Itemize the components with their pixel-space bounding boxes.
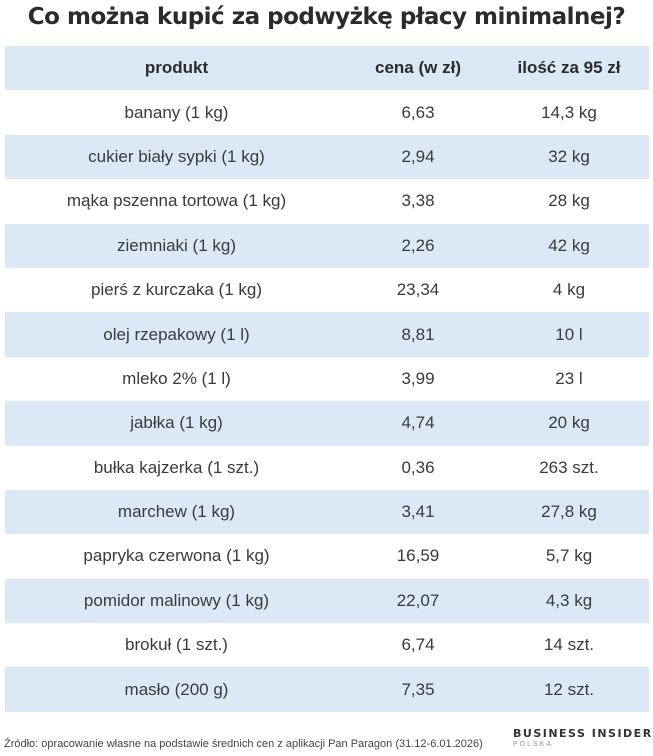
cell-quantity: 263 szt. xyxy=(539,457,599,477)
cell-price: 2,26 xyxy=(401,235,435,255)
cell-product: ziemniaki (1 kg) xyxy=(116,235,237,255)
cell-price: 2,94 xyxy=(401,146,435,166)
cell-price: 16,59 xyxy=(396,546,440,566)
cell-price: 7,35 xyxy=(401,679,435,699)
header-cena: cena (w zł) xyxy=(375,58,461,78)
cell-product: masło (200 g) xyxy=(124,679,229,699)
cell-quantity: 28 kg xyxy=(548,191,590,211)
cell-product: mleko 2% (1 l) xyxy=(122,368,231,388)
table-row: papryka czerwona (1 kg) 16,59 5,7 kg xyxy=(5,534,649,578)
table-row: cukier biały sypki (1 kg) 2,94 32 kg xyxy=(5,134,649,180)
header-ilosc: ilość za 95 zł xyxy=(517,58,621,78)
cell-quantity: 27,8 kg xyxy=(541,502,597,522)
cell-quantity: 23 l xyxy=(555,368,583,388)
cell-quantity: 42 kg xyxy=(548,235,590,255)
cell-product: bułka kajzerka (1 szt.) xyxy=(93,457,260,477)
source-note: Źródło: opracowanie własne na podstawie … xyxy=(4,738,483,750)
logo-main: BUSINESS INSIDER xyxy=(513,727,653,740)
cell-quantity: 12 szt. xyxy=(543,679,595,699)
table-row: bułka kajzerka (1 szt.) 0,36 263 szt. xyxy=(5,446,649,490)
business-insider-logo: BUSINESS INSIDER POLSKA xyxy=(513,727,653,748)
cell-product: papryka czerwona (1 kg) xyxy=(83,546,270,566)
cell-product: mąka pszenna tortowa (1 kg) xyxy=(66,191,287,211)
logo-sub: POLSKA xyxy=(513,741,554,748)
cell-product: olej rzepakowy (1 l) xyxy=(103,324,250,344)
cell-product: cukier biały sypki (1 kg) xyxy=(88,146,265,166)
cell-product: banany (1 kg) xyxy=(124,102,229,122)
cell-price: 3,41 xyxy=(401,502,435,522)
header-produkt: produkt xyxy=(144,58,209,78)
cell-price: 3,38 xyxy=(401,191,435,211)
cell-product: marchew (1 kg) xyxy=(117,502,236,522)
chart-title: Co można kupić za podwyżkę płacy minimal… xyxy=(27,4,626,30)
price-table: produkt cena (w zł) ilość za 95 zł banan… xyxy=(5,46,649,712)
table-row: banany (1 kg) 6,63 14,3 kg xyxy=(5,90,649,134)
table-row: marchew (1 kg) 3,41 27,8 kg xyxy=(5,489,649,535)
cell-quantity: 32 kg xyxy=(548,146,590,166)
table-row: olej rzepakowy (1 l) 8,81 10 l xyxy=(5,312,649,357)
cell-quantity: 5,7 kg xyxy=(545,546,593,566)
cell-price: 6,74 xyxy=(401,635,435,655)
cell-price: 23,34 xyxy=(396,280,440,300)
table-row: pomidor malinowy (1 kg) 22,07 4,3 kg xyxy=(5,578,649,624)
cell-price: 3,99 xyxy=(401,368,435,388)
cell-quantity: 14 szt. xyxy=(543,635,595,655)
cell-quantity: 4 kg xyxy=(552,280,586,300)
cell-price: 8,81 xyxy=(401,324,435,344)
table-row: mąka pszenna tortowa (1 kg) 3,38 28 kg xyxy=(5,179,649,223)
cell-price: 22,07 xyxy=(396,590,440,610)
table-row: ziemniaki (1 kg) 2,26 42 kg xyxy=(5,223,649,268)
table-row: mleko 2% (1 l) 3,99 23 l xyxy=(5,357,649,401)
table-row: jabłka (1 kg) 4,74 20 kg xyxy=(5,401,649,446)
cell-price: 6,63 xyxy=(401,102,435,122)
cell-price: 0,36 xyxy=(401,457,435,477)
cell-quantity: 14,3 kg xyxy=(541,102,597,122)
cell-price: 4,74 xyxy=(401,413,435,433)
table-row: brokuł (1 szt.) 6,74 14 szt. xyxy=(5,623,649,667)
cell-product: jabłka (1 kg) xyxy=(130,413,223,433)
cell-product: pierś z kurczaka (1 kg) xyxy=(91,280,262,300)
cell-quantity: 4,3 kg xyxy=(545,590,593,610)
table-header: produkt cena (w zł) ilość za 95 zł xyxy=(5,46,649,91)
cell-quantity: 10 l xyxy=(555,324,583,344)
cell-product: brokuł (1 szt.) xyxy=(125,635,228,655)
cell-product: pomidor malinowy (1 kg) xyxy=(83,590,270,610)
table-row: pierś z kurczaka (1 kg) 23,34 4 kg xyxy=(5,268,649,312)
table-row: masło (200 g) 7,35 12 szt. xyxy=(5,667,649,712)
cell-quantity: 20 kg xyxy=(548,413,590,433)
